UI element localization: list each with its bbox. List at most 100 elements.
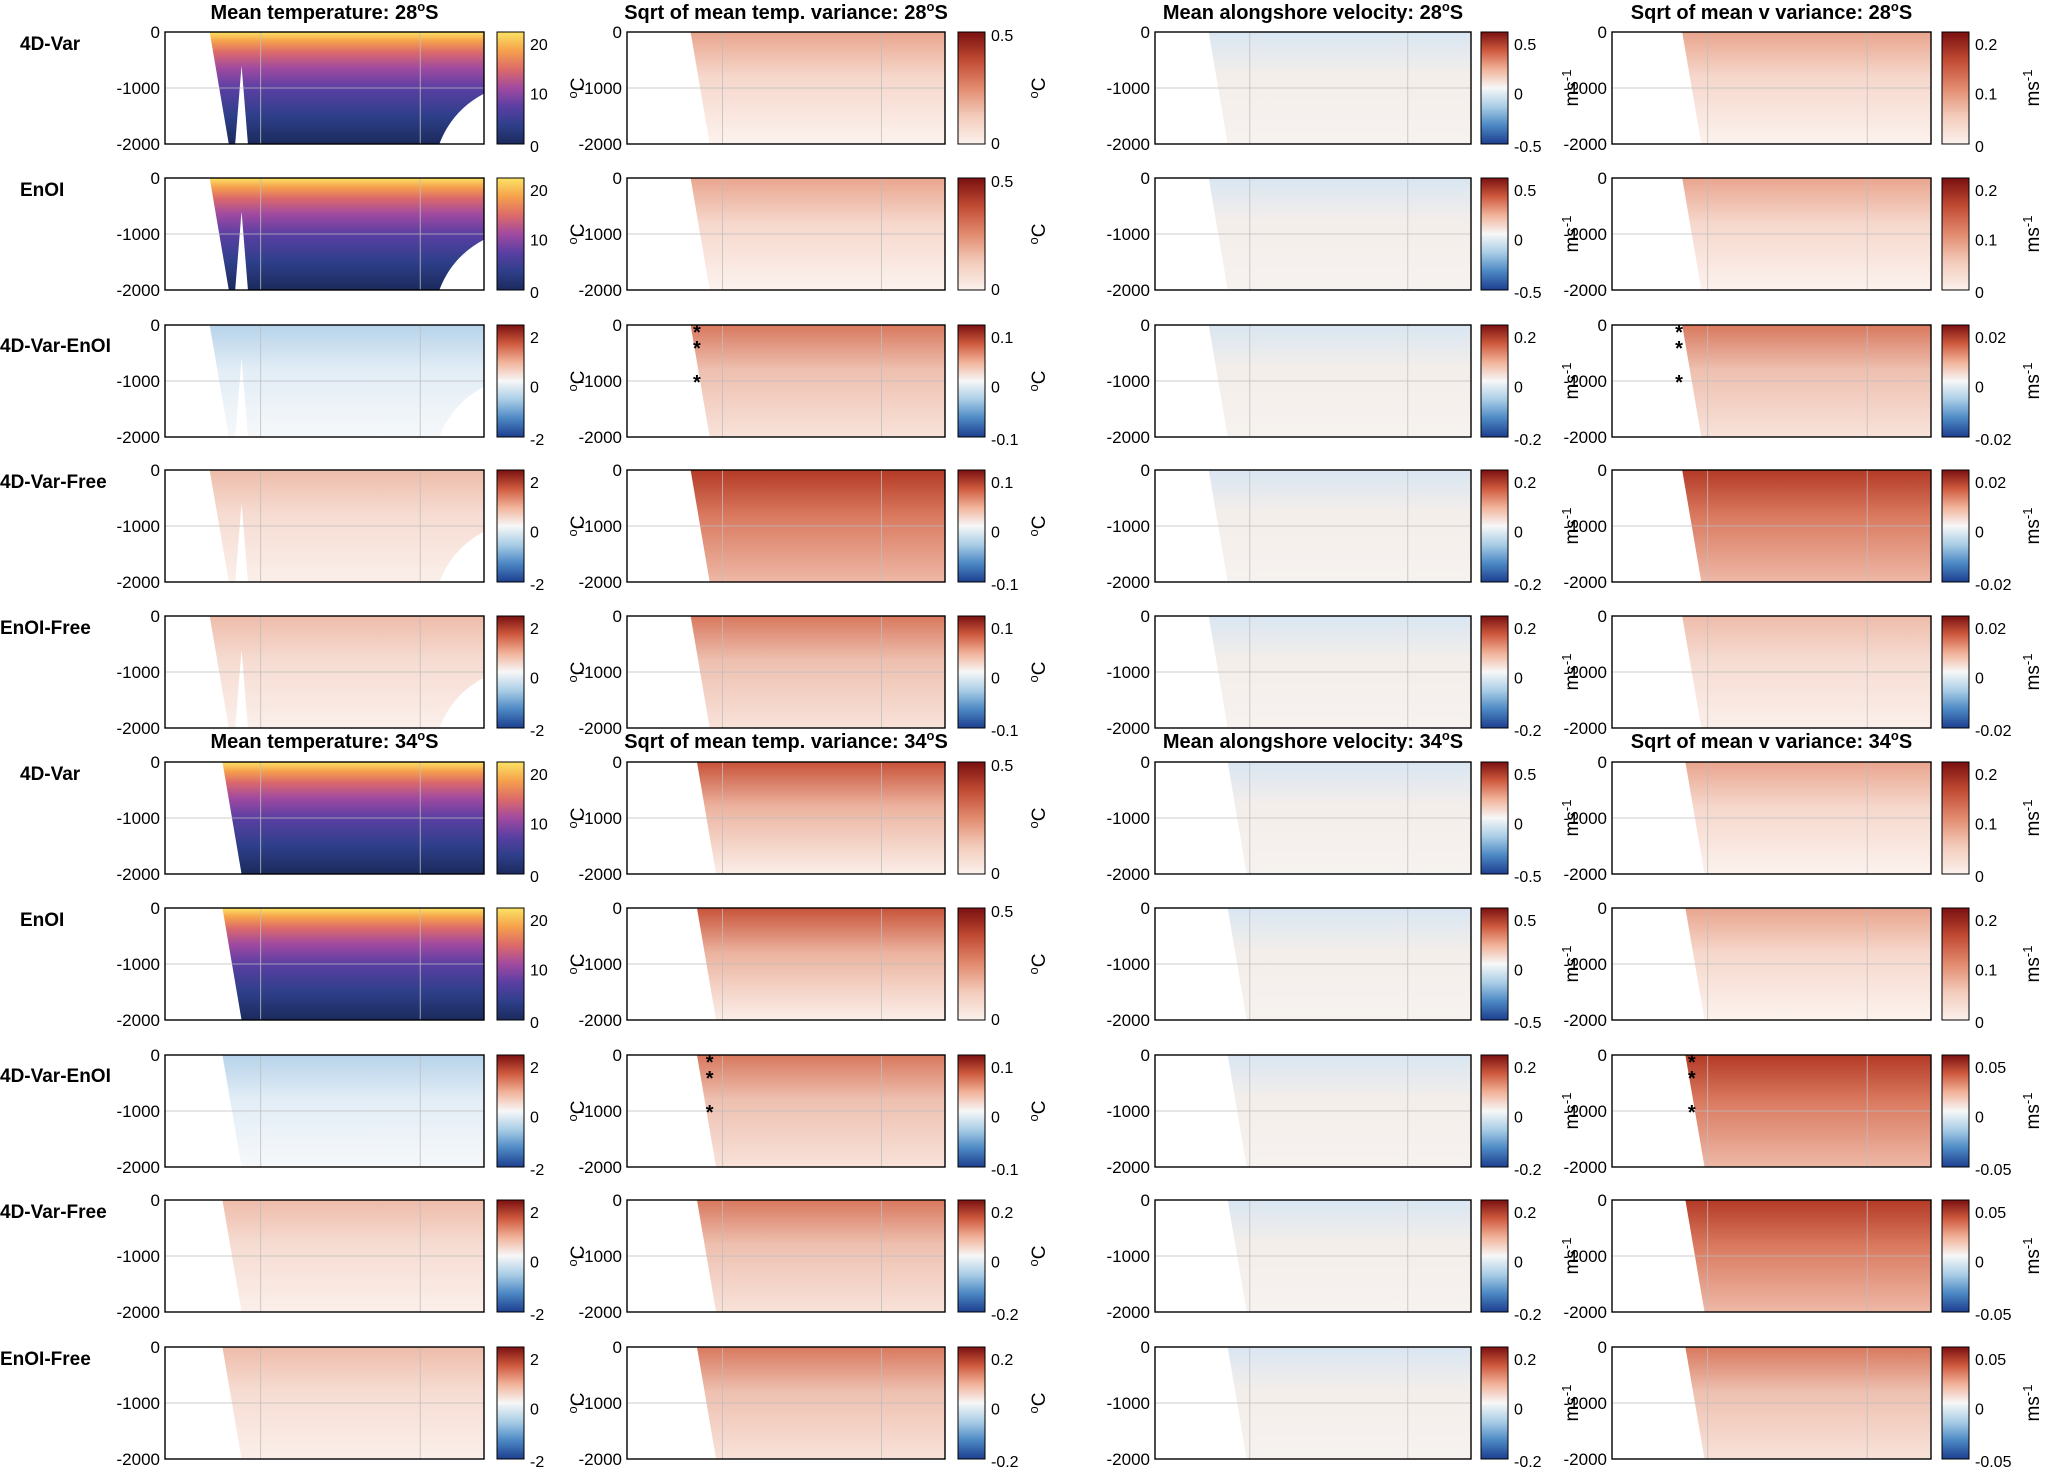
colorbar-tick-label: -2 [530,432,544,449]
panel: 0 -1000 -2000 [117,316,485,447]
axes-frame [1611,1054,1932,1168]
colorbar-tick-label: 0 [1514,963,1523,980]
axes-frame [1611,761,1932,875]
colorbar: 0.5 0 -0.5 ms-1 [1480,177,1583,302]
colorbar-tick-label: -2 [530,1162,544,1179]
y-tick-label: -2000 [579,428,622,447]
y-tick-label: -1000 [579,1102,622,1121]
panel: 0 -1000 -2000 [1107,899,1472,1030]
axes-frame [164,177,485,291]
colorbar: 0.2 0 -0.2 ms-1 [1480,469,1583,594]
y-tick-label: -1000 [1107,809,1150,828]
y-tick-label: -1000 [1564,809,1607,828]
y-tick-label: 0 [151,899,160,918]
panel-title: Sqrt of mean temp. variance: 34oS [624,728,948,753]
panel: 0 -1000 -2000 [1107,461,1472,592]
colorbar-gradient [957,177,986,291]
colorbar: 0.2 0 -0.2 ms-1 [1480,324,1583,449]
colorbar: 0.02 0 -0.02 ms-1 [1941,324,2044,449]
y-tick-label: -1000 [117,1247,160,1266]
colorbar-gradient [957,761,986,875]
colorbar-tick-label: 0 [1975,671,1984,688]
colorbar-gradient [1941,615,1970,729]
axes-frame [1611,1199,1932,1313]
colorbar-tick-label: 0.05 [1975,1060,2006,1077]
y-tick-label: 0 [151,1191,160,1210]
colorbar-tick-label: 0 [1975,869,1984,886]
row-label: EnOI [20,180,64,201]
y-tick-label: 0 [151,1338,160,1357]
colorbar-tick-label: -0.2 [1514,1307,1542,1324]
y-tick-label: -1000 [1107,1394,1150,1413]
y-tick-label: -2000 [579,719,622,738]
colorbar-tick-label: 0 [1514,1110,1523,1127]
y-tick-label: 0 [1598,461,1607,480]
colorbar-tick-label: 0 [991,1402,1000,1419]
colorbar-tick-label: -0.02 [1975,723,2012,740]
y-tick-label: 0 [613,607,622,626]
colorbar-gradient [496,31,525,145]
y-tick-label: -1000 [579,1394,622,1413]
colorbar-gradient [1480,1346,1509,1460]
colorbar: 0.1 0 -0.1 oC [957,469,1050,594]
y-tick-label: -1000 [579,1247,622,1266]
axes-frame [164,1199,485,1313]
panel-title-text: Sqrt of mean v variance: 34oS [1631,728,1912,753]
panel: 0 -1000 -2000 [1107,753,1472,884]
colorbar-tick-label: 0 [1975,380,1984,397]
colorbar-tick-label: 20 [530,37,548,54]
y-tick-label: -1000 [117,955,160,974]
colorbar-tick-label: 0 [1514,1255,1523,1272]
panel: 0 -1000 -2000 [117,899,485,1030]
y-tick-label: -2000 [579,1158,622,1177]
y-tick-label: 0 [151,607,160,626]
colorbar-tick-label: 0.2 [991,1205,1013,1222]
axes-frame [164,1054,485,1168]
y-tick-label: 0 [613,169,622,188]
colorbar-unit-label: oC [1026,371,1050,392]
y-tick-label: 0 [613,23,622,42]
colorbar-tick-label: 2 [530,1352,539,1369]
y-tick-label: -2000 [1107,281,1150,300]
panel: 0 -1000 -2000 [1107,1338,1472,1469]
panel: 0 -1000 -2000 [579,169,946,300]
y-tick-label: -2000 [117,573,160,592]
panel-title-text: Mean temperature: 34oS [210,728,438,753]
colorbar-unit-label: ms-1 [1559,800,1583,837]
colorbar-tick-label: -0.5 [1514,1015,1542,1032]
axes-frame [164,761,485,875]
row-label: 4D-Var [20,34,81,55]
y-tick-label: 0 [151,1046,160,1065]
colorbar-tick-label: 0.1 [991,1060,1013,1077]
y-tick-label: -2000 [117,865,160,884]
y-tick-label: 0 [151,23,160,42]
panel: 0 -1000 -2000 [1564,899,1932,1030]
axes-frame [1611,469,1932,583]
colorbar-tick-label: 0 [1514,671,1523,688]
y-tick-label: 0 [1598,1338,1607,1357]
colorbar-tick-label: 0.05 [1975,1352,2006,1369]
panel-title: Sqrt of mean temp. variance: 28oS [624,0,948,24]
colorbar-gradient [1941,324,1970,438]
colorbar: 0.5 0 oC [957,28,1050,153]
colorbar-tick-label: -0.1 [991,577,1019,594]
colorbar-gradient [496,907,525,1021]
colorbar-unit-label: ms-1 [1559,1238,1583,1275]
colorbar-tick-label: 10 [530,963,548,980]
panel: 0 -1000 -2000 [1564,1338,1932,1469]
colorbar: 0.5 0 -0.5 ms-1 [1480,907,1583,1032]
panel: 0 -1000 -2000 [579,899,946,1030]
colorbar-tick-label: -0.1 [991,1162,1019,1179]
y-tick-label: 0 [1598,899,1607,918]
significance-marker: * [1675,322,1683,344]
colorbar: 2 0 -2 oC [496,615,589,740]
colorbar-tick-label: 0.1 [1975,233,1997,250]
axes-frame [164,907,485,1021]
y-tick-label: 0 [1598,316,1607,335]
colorbar: 0.02 0 -0.02 ms-1 [1941,469,2044,594]
y-tick-label: 0 [1141,23,1150,42]
colorbar-tick-label: -0.2 [1514,432,1542,449]
colorbar-tick-label: -2 [530,1454,544,1471]
y-tick-label: -2000 [1107,428,1150,447]
colorbar-unit-label: ms-1 [1559,654,1583,691]
